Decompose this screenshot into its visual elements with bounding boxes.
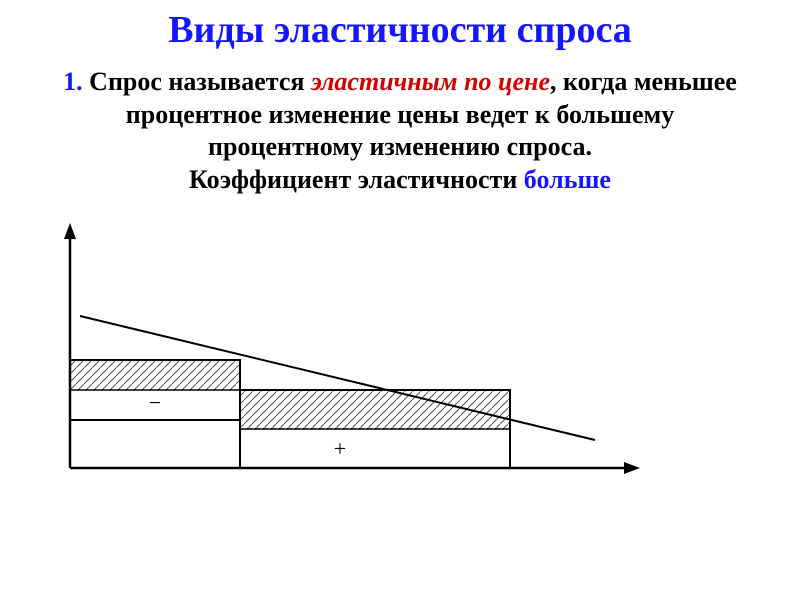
text-line2b: больше xyxy=(524,165,611,194)
item-number: 1. xyxy=(63,67,83,96)
demand-chart: −+ xyxy=(20,208,660,498)
svg-text:+: + xyxy=(334,436,346,461)
slide-title: Виды эластичности спроса xyxy=(20,8,780,52)
slide: Виды эластичности спроса 1. Спрос называ… xyxy=(0,0,800,600)
chart-container: −+ xyxy=(20,208,660,498)
text-emphasis: эластичным по цене xyxy=(311,67,550,96)
body-text: 1. Спрос называется эластичным по цене, … xyxy=(20,66,780,196)
text-lead: Спрос называется xyxy=(83,67,311,96)
svg-text:−: − xyxy=(149,390,161,415)
text-line2a: Коэффициент эластичности xyxy=(189,165,524,194)
